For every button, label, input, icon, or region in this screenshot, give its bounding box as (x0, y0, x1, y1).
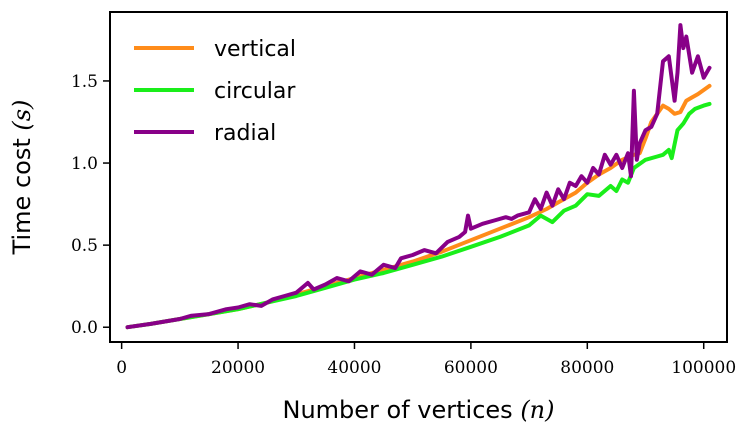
legend-label-circular: circular (214, 79, 296, 104)
y-tick-label: 0.0 (71, 318, 98, 338)
x-tick-label: 100000 (671, 358, 736, 378)
y-tick-label: 0.5 (71, 236, 98, 256)
plot-frame (109, 11, 728, 343)
legend-label-vertical: vertical (214, 37, 296, 62)
series-line-circular (125, 101, 712, 330)
x-tick-label: 20000 (211, 358, 265, 378)
x-tick-label: 60000 (444, 358, 498, 378)
x-axis-label-text: Number of vertices (282, 396, 512, 424)
x-axis: 0 20000 40000 60000 80000 100000 (116, 342, 736, 378)
x-tick-label: 40000 (327, 358, 381, 378)
x-tick-label: 80000 (560, 358, 614, 378)
series-line-radial (125, 23, 712, 330)
series-layer (125, 23, 712, 330)
legend: vertical circular radial (134, 37, 296, 146)
legend-label-radial: radial (214, 121, 276, 146)
y-axis-label: Time cost (s) (8, 100, 36, 256)
y-tick-label: 1.5 (71, 72, 98, 92)
x-tick-label: 0 (116, 358, 127, 378)
x-axis-label: Number of vertices (n) (282, 396, 554, 424)
y-tick-label: 1.0 (71, 154, 98, 174)
y-axis-label-variable: (s) (8, 100, 36, 131)
y-axis: 0.0 0.5 1.0 1.5 (71, 72, 110, 338)
x-axis-label-variable: (n) (520, 396, 554, 424)
y-axis-label-text: Time cost (8, 138, 36, 255)
